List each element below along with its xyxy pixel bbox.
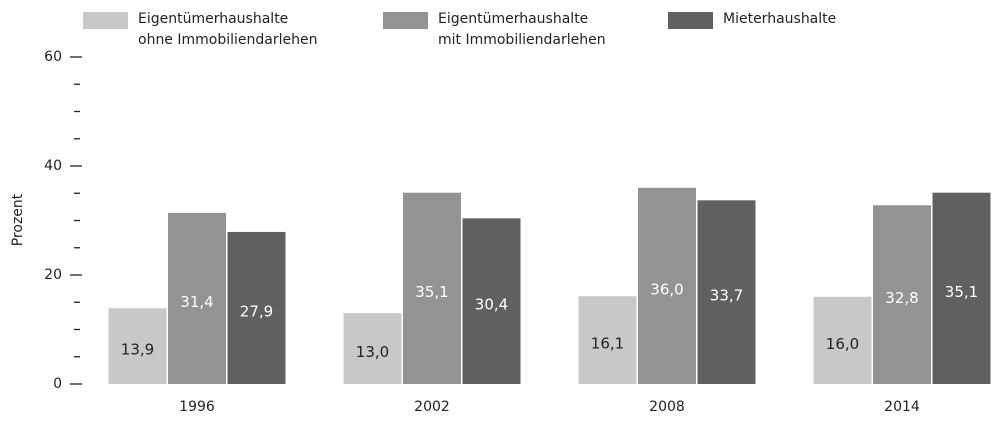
legend-label: Mieterhaushalte xyxy=(723,11,837,27)
value-label: 13,0 xyxy=(356,343,389,361)
bar xyxy=(932,192,991,384)
value-label: 30,4 xyxy=(475,296,508,314)
bar xyxy=(168,212,226,384)
bar xyxy=(873,205,931,384)
legend-swatch xyxy=(383,12,428,29)
bar xyxy=(343,313,402,384)
bar xyxy=(697,200,756,384)
y-tick-label: 60 xyxy=(44,49,62,65)
value-label: 36,0 xyxy=(650,280,683,298)
value-label: 13,9 xyxy=(121,341,154,359)
y-tick-label: 0 xyxy=(53,376,62,392)
value-label: 35,1 xyxy=(945,283,978,301)
value-label: 35,1 xyxy=(415,283,448,301)
legend-swatch xyxy=(668,12,713,29)
bar xyxy=(462,218,521,384)
value-label: 33,7 xyxy=(710,287,743,305)
x-tick-label: 2014 xyxy=(884,399,920,415)
value-label: 32,8 xyxy=(885,289,918,307)
x-tick-label: 2008 xyxy=(649,399,685,415)
y-tick-label: 40 xyxy=(44,158,62,174)
bar xyxy=(227,231,286,384)
bar xyxy=(403,192,461,384)
value-label: 31,4 xyxy=(180,293,213,311)
bar xyxy=(638,187,696,384)
bar xyxy=(813,296,872,384)
x-tick-label: 2002 xyxy=(414,399,450,415)
y-tick-label: 20 xyxy=(44,267,62,283)
bar xyxy=(108,308,167,384)
value-label: 16,0 xyxy=(826,335,859,353)
value-label: 27,9 xyxy=(240,302,273,320)
y-axis-label: Prozent xyxy=(10,193,26,246)
legend-swatch xyxy=(83,12,128,29)
legend-label: Eigentümerhaushalte ohne Immobiliendarle… xyxy=(138,11,318,48)
value-label: 16,1 xyxy=(591,335,624,353)
legend-label: Eigentümerhaushalte mit Immobiliendarleh… xyxy=(438,11,606,48)
bar xyxy=(578,296,637,384)
x-tick-label: 1996 xyxy=(179,399,215,415)
